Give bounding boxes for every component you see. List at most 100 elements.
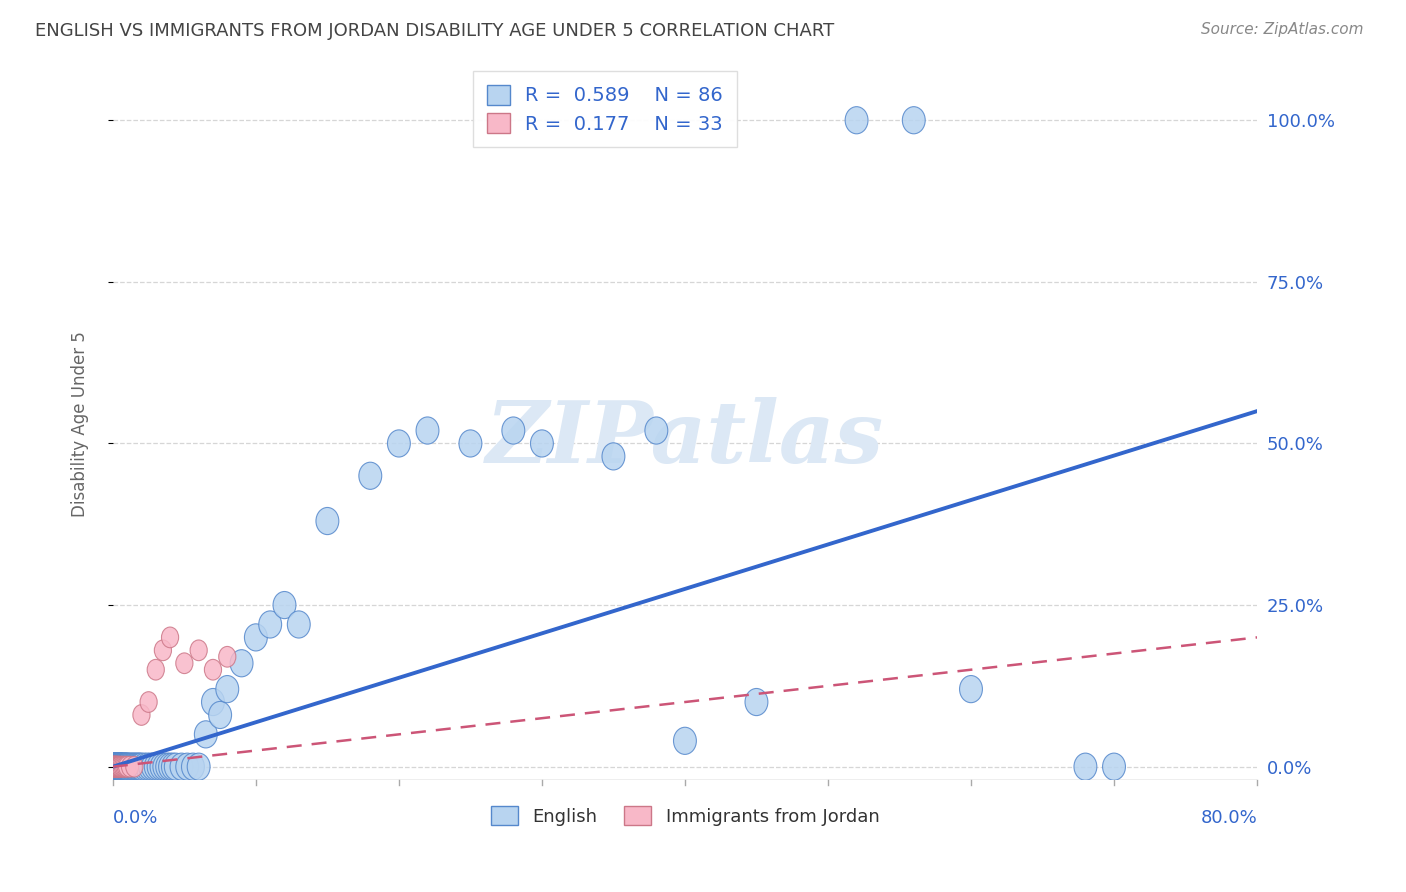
Ellipse shape — [108, 756, 125, 777]
Ellipse shape — [112, 753, 136, 780]
Ellipse shape — [118, 753, 142, 780]
Ellipse shape — [117, 753, 141, 780]
Ellipse shape — [142, 753, 165, 780]
Ellipse shape — [201, 689, 225, 715]
Ellipse shape — [110, 753, 134, 780]
Ellipse shape — [105, 756, 122, 777]
Ellipse shape — [105, 753, 128, 780]
Ellipse shape — [107, 756, 124, 777]
Ellipse shape — [159, 753, 181, 780]
Ellipse shape — [245, 624, 267, 651]
Ellipse shape — [115, 756, 134, 777]
Ellipse shape — [181, 753, 204, 780]
Ellipse shape — [114, 756, 131, 777]
Y-axis label: Disability Age Under 5: Disability Age Under 5 — [72, 331, 89, 517]
Legend: English, Immigrants from Jordan: English, Immigrants from Jordan — [481, 797, 889, 835]
Ellipse shape — [110, 756, 127, 777]
Ellipse shape — [673, 727, 696, 755]
Ellipse shape — [104, 753, 127, 780]
Ellipse shape — [111, 756, 128, 777]
Ellipse shape — [103, 753, 125, 780]
Ellipse shape — [165, 753, 187, 780]
Ellipse shape — [107, 756, 124, 777]
Ellipse shape — [108, 753, 131, 780]
Ellipse shape — [458, 430, 482, 457]
Ellipse shape — [110, 753, 134, 780]
Ellipse shape — [104, 753, 127, 780]
Ellipse shape — [129, 753, 153, 780]
Ellipse shape — [287, 611, 311, 638]
Ellipse shape — [122, 753, 146, 780]
Ellipse shape — [105, 756, 122, 777]
Ellipse shape — [103, 753, 125, 780]
Ellipse shape — [134, 753, 156, 780]
Ellipse shape — [745, 689, 768, 715]
Ellipse shape — [112, 753, 136, 780]
Ellipse shape — [903, 107, 925, 134]
Text: 0.0%: 0.0% — [112, 809, 159, 827]
Ellipse shape — [231, 649, 253, 677]
Ellipse shape — [153, 753, 176, 780]
Ellipse shape — [259, 611, 281, 638]
Ellipse shape — [103, 753, 125, 780]
Ellipse shape — [136, 753, 159, 780]
Ellipse shape — [117, 756, 135, 777]
Ellipse shape — [162, 627, 179, 648]
Ellipse shape — [134, 705, 150, 725]
Ellipse shape — [103, 753, 125, 780]
Ellipse shape — [121, 756, 139, 777]
Text: ZIPatlas: ZIPatlas — [486, 397, 884, 480]
Ellipse shape — [108, 753, 131, 780]
Ellipse shape — [120, 753, 143, 780]
Ellipse shape — [219, 647, 236, 667]
Ellipse shape — [110, 753, 134, 780]
Ellipse shape — [104, 753, 127, 780]
Ellipse shape — [127, 753, 150, 780]
Ellipse shape — [107, 753, 129, 780]
Ellipse shape — [128, 753, 152, 780]
Ellipse shape — [148, 753, 170, 780]
Ellipse shape — [103, 753, 125, 780]
Ellipse shape — [108, 753, 131, 780]
Ellipse shape — [316, 508, 339, 534]
Ellipse shape — [125, 753, 149, 780]
Ellipse shape — [217, 675, 239, 703]
Ellipse shape — [105, 753, 128, 780]
Ellipse shape — [107, 753, 129, 780]
Ellipse shape — [118, 756, 136, 777]
Ellipse shape — [208, 701, 232, 729]
Ellipse shape — [502, 417, 524, 444]
Ellipse shape — [107, 753, 129, 780]
Ellipse shape — [845, 107, 868, 134]
Ellipse shape — [194, 721, 218, 747]
Ellipse shape — [108, 756, 125, 777]
Ellipse shape — [108, 753, 131, 780]
Ellipse shape — [176, 753, 198, 780]
Ellipse shape — [108, 756, 125, 777]
Ellipse shape — [388, 430, 411, 457]
Ellipse shape — [141, 691, 157, 713]
Ellipse shape — [416, 417, 439, 444]
Ellipse shape — [111, 753, 135, 780]
Ellipse shape — [111, 756, 128, 777]
Ellipse shape — [121, 753, 145, 780]
Ellipse shape — [1102, 753, 1125, 780]
Ellipse shape — [112, 756, 129, 777]
Ellipse shape — [105, 753, 128, 780]
Ellipse shape — [170, 753, 193, 780]
Ellipse shape — [104, 753, 127, 780]
Ellipse shape — [105, 753, 128, 780]
Ellipse shape — [111, 753, 135, 780]
Ellipse shape — [139, 753, 162, 780]
Ellipse shape — [155, 640, 172, 661]
Ellipse shape — [125, 756, 143, 777]
Ellipse shape — [105, 756, 122, 777]
Ellipse shape — [602, 442, 624, 470]
Ellipse shape — [190, 640, 207, 661]
Ellipse shape — [107, 756, 124, 777]
Ellipse shape — [110, 756, 127, 777]
Ellipse shape — [105, 753, 128, 780]
Ellipse shape — [1074, 753, 1097, 780]
Ellipse shape — [107, 756, 124, 777]
Ellipse shape — [959, 675, 983, 703]
